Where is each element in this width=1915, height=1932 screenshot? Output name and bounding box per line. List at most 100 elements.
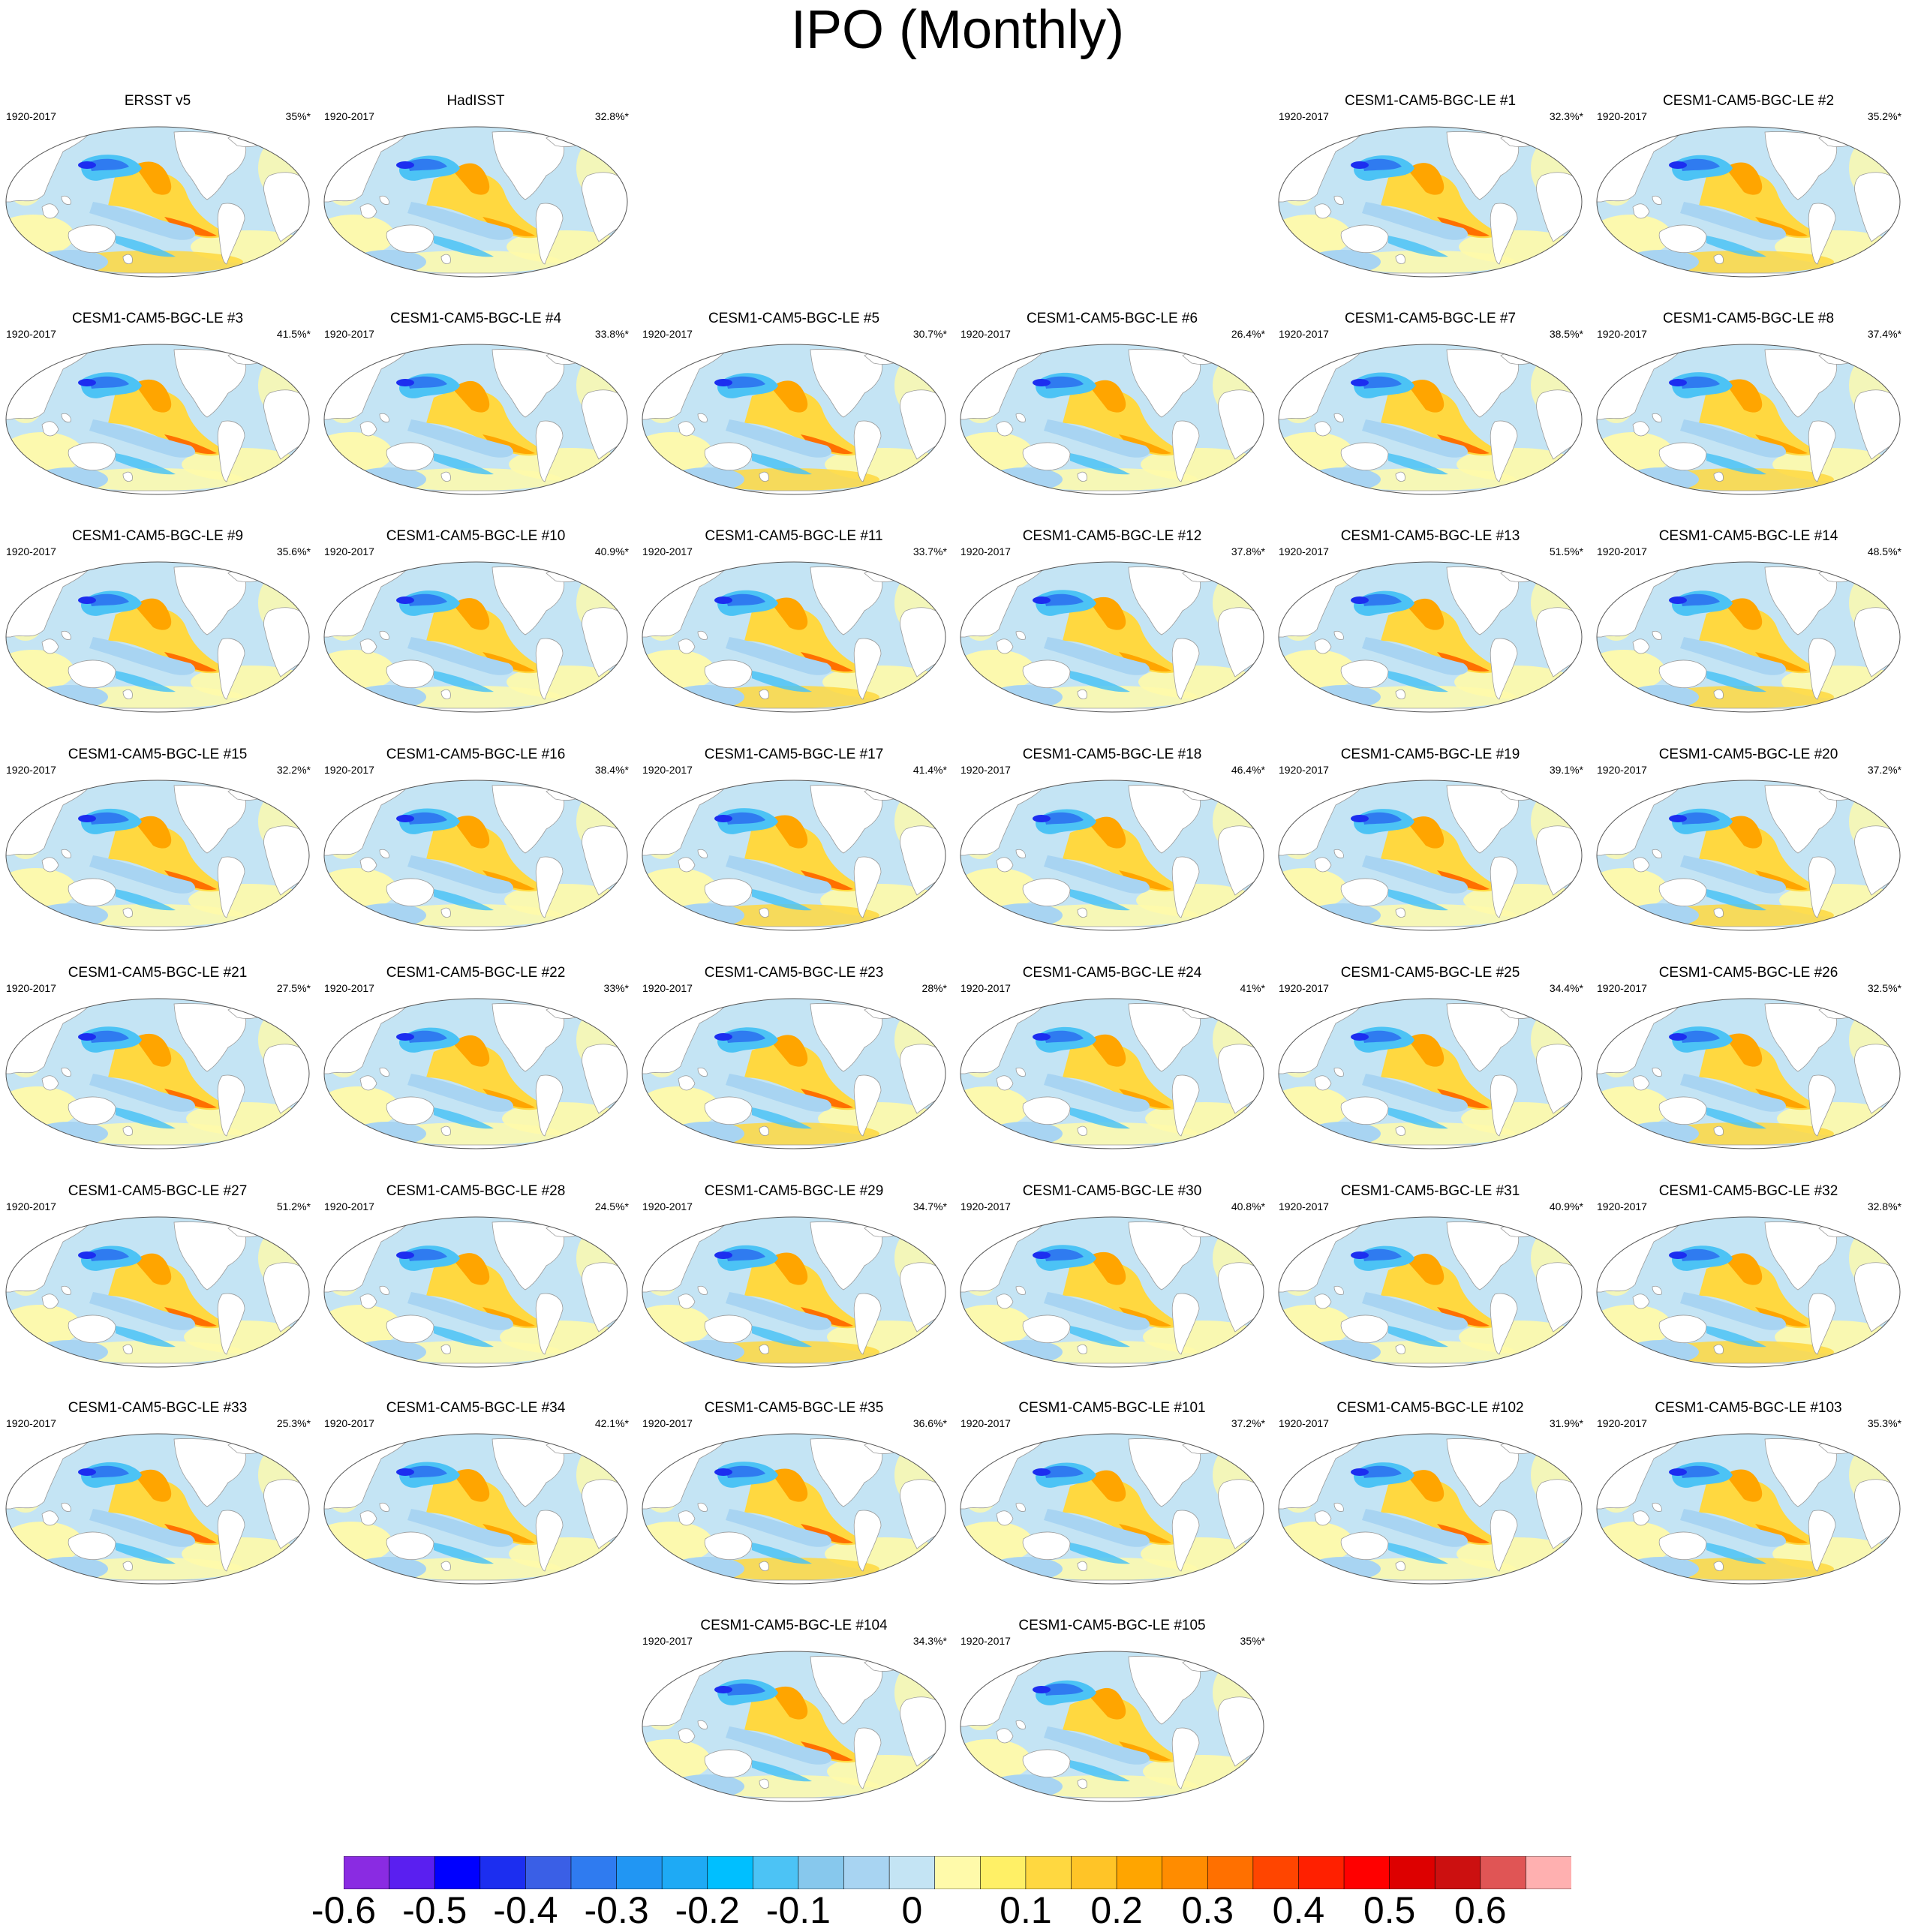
panel-period: 1920-2017 (642, 764, 693, 776)
panel-variance-percent: 40.9%* (594, 545, 629, 557)
map-panel: CESM1-CAM5-BGC-LE #14 1920-2017 48.5%* (1591, 528, 1906, 813)
panel-period: 1920-2017 (1597, 328, 1647, 340)
map-panel: CESM1-CAM5-BGC-LE #16 1920-2017 38.4%* (318, 747, 633, 1032)
panel-title: HadISST (446, 93, 505, 109)
ipo-pattern-map (323, 561, 628, 713)
colorbar-cell (1298, 1856, 1345, 1889)
panel-period: 1920-2017 (642, 982, 693, 994)
panel-variance-percent: 32.3%* (1549, 110, 1583, 122)
panel-variance-percent: 39.1%* (1549, 764, 1583, 776)
map-panel: CESM1-CAM5-BGC-LE #22 1920-2017 33%* (318, 965, 633, 1250)
colorbar-cell (480, 1856, 527, 1889)
panel-variance-percent: 28%* (921, 982, 947, 994)
panel-variance-percent: 51.5%* (1549, 545, 1583, 557)
colorbar-cell (1343, 1856, 1390, 1889)
map-panel: CESM1-CAM5-BGC-LE #33 1920-2017 25.3%* (0, 1400, 315, 1685)
ipo-pattern-map (960, 1216, 1264, 1368)
panel-variance-percent: 32.5%* (1867, 982, 1901, 994)
panel-period: 1920-2017 (1597, 110, 1647, 122)
colorbar-cell (798, 1856, 845, 1889)
panel-period: 1920-2017 (961, 328, 1011, 340)
panel-title: CESM1-CAM5-BGC-LE #10 (386, 528, 566, 544)
map-panel: CESM1-CAM5-BGC-LE #15 1920-2017 32.2%* (0, 747, 315, 1032)
map-panel: CESM1-CAM5-BGC-LE #12 1920-2017 37.8%* (954, 528, 1270, 813)
map-panel: CESM1-CAM5-BGC-LE #3 1920-2017 41.5%* (0, 311, 315, 596)
colorbar-tick-label: 0.2 (1090, 1889, 1143, 1931)
colorbar-tick-label: 0.3 (1181, 1889, 1234, 1931)
panel-period: 1920-2017 (961, 764, 1011, 776)
panel-period: 1920-2017 (1279, 110, 1329, 122)
colorbar-cell (753, 1856, 799, 1889)
colorbar-tick-label: -0.1 (765, 1889, 831, 1931)
colorbar-cell (979, 1856, 1027, 1889)
ipo-pattern-map (323, 998, 628, 1149)
ipo-pattern-map (960, 1651, 1264, 1802)
panel-variance-percent: 33.8%* (594, 328, 629, 340)
ipo-pattern-map (1596, 344, 1901, 495)
ipo-pattern-map (5, 780, 310, 931)
colorbar-cell (1162, 1856, 1209, 1889)
panel-period: 1920-2017 (642, 1417, 693, 1429)
panel-title: CESM1-CAM5-BGC-LE #103 (1655, 1400, 1842, 1416)
panel-title: CESM1-CAM5-BGC-LE #34 (386, 1400, 566, 1416)
panel-period: 1920-2017 (1597, 1417, 1647, 1429)
colorbar-cell (1025, 1856, 1072, 1889)
ipo-pattern-map (1278, 1216, 1583, 1368)
panel-title: CESM1-CAM5-BGC-LE #31 (1340, 1183, 1520, 1199)
panel-variance-percent: 37.2%* (1231, 1417, 1265, 1429)
panel-title: CESM1-CAM5-BGC-LE #101 (1018, 1400, 1206, 1416)
colorbar-tick-label: -0.2 (675, 1889, 740, 1931)
panel-period: 1920-2017 (1597, 764, 1647, 776)
panel-variance-percent: 26.4%* (1231, 328, 1265, 340)
colorbar-cell (389, 1856, 435, 1889)
panel-title: CESM1-CAM5-BGC-LE #35 (704, 1400, 884, 1416)
panel-period: 1920-2017 (642, 1635, 693, 1647)
panel-title: CESM1-CAM5-BGC-LE #2 (1662, 93, 1835, 109)
map-panel: CESM1-CAM5-BGC-LE #27 1920-2017 51.2%* (0, 1183, 315, 1468)
panel-period: 1920-2017 (6, 110, 56, 122)
map-panel: CESM1-CAM5-BGC-LE #7 1920-2017 38.5%* (1273, 311, 1588, 596)
panel-period: 1920-2017 (6, 545, 56, 557)
panel-variance-percent: 34.7%* (912, 1200, 947, 1212)
ipo-pattern-map (1596, 1433, 1901, 1585)
map-panel: CESM1-CAM5-BGC-LE #13 1920-2017 51.5%* (1273, 528, 1588, 813)
map-panel: CESM1-CAM5-BGC-LE #29 1920-2017 34.7%* (636, 1183, 951, 1468)
ipo-pattern-map (5, 1216, 310, 1368)
panel-period: 1920-2017 (6, 982, 56, 994)
map-panel: CESM1-CAM5-BGC-LE #32 1920-2017 32.8%* (1591, 1183, 1906, 1468)
panel-variance-percent: 27.5%* (276, 982, 311, 994)
ipo-pattern-map (323, 780, 628, 931)
ipo-pattern-map (642, 1433, 946, 1585)
map-panel: CESM1-CAM5-BGC-LE #26 1920-2017 32.5%* (1591, 965, 1906, 1250)
panel-title: CESM1-CAM5-BGC-LE #8 (1662, 311, 1835, 326)
panel-variance-percent: 51.2%* (276, 1200, 311, 1212)
map-panel: ERSST v5 1920-2017 35%* (0, 93, 315, 378)
panel-title: CESM1-CAM5-BGC-LE #4 (389, 311, 562, 326)
panel-period: 1920-2017 (1279, 1200, 1329, 1212)
ipo-pattern-map (642, 998, 946, 1149)
panel-title: CESM1-CAM5-BGC-LE #105 (1018, 1618, 1206, 1633)
ipo-pattern-map (960, 1433, 1264, 1585)
map-panel: CESM1-CAM5-BGC-LE #103 1920-2017 35.3%* (1591, 1400, 1906, 1685)
map-panel: CESM1-CAM5-BGC-LE #20 1920-2017 37.2%* (1591, 747, 1906, 1032)
map-panel: CESM1-CAM5-BGC-LE #9 1920-2017 35.6%* (0, 528, 315, 813)
map-panel: CESM1-CAM5-BGC-LE #17 1920-2017 41.4%* (636, 747, 951, 1032)
colorbar-tick-label: 0.4 (1272, 1889, 1325, 1931)
panel-period: 1920-2017 (642, 1200, 693, 1212)
panel-title: CESM1-CAM5-BGC-LE #3 (71, 311, 244, 326)
panel-variance-percent: 35%* (1240, 1635, 1265, 1647)
map-panel: CESM1-CAM5-BGC-LE #25 1920-2017 34.4%* (1273, 965, 1588, 1250)
panel-variance-percent: 33%* (603, 982, 629, 994)
panel-period: 1920-2017 (961, 545, 1011, 557)
panel-title: CESM1-CAM5-BGC-LE #13 (1340, 528, 1520, 544)
panel-title: CESM1-CAM5-BGC-LE #6 (1026, 311, 1198, 326)
panel-variance-percent: 32.8%* (594, 110, 629, 122)
panel-variance-percent: 46.4%* (1231, 764, 1265, 776)
panel-title: CESM1-CAM5-BGC-LE #1 (1344, 93, 1517, 109)
map-panel: CESM1-CAM5-BGC-LE #24 1920-2017 41%* (954, 965, 1270, 1250)
colorbar-tick-label: 0.1 (1000, 1889, 1052, 1931)
ipo-pattern-map (323, 126, 628, 278)
panel-period: 1920-2017 (1279, 545, 1329, 557)
colorbar-tick-label: -0.6 (311, 1889, 377, 1931)
panel-title: ERSST v5 (124, 93, 191, 109)
